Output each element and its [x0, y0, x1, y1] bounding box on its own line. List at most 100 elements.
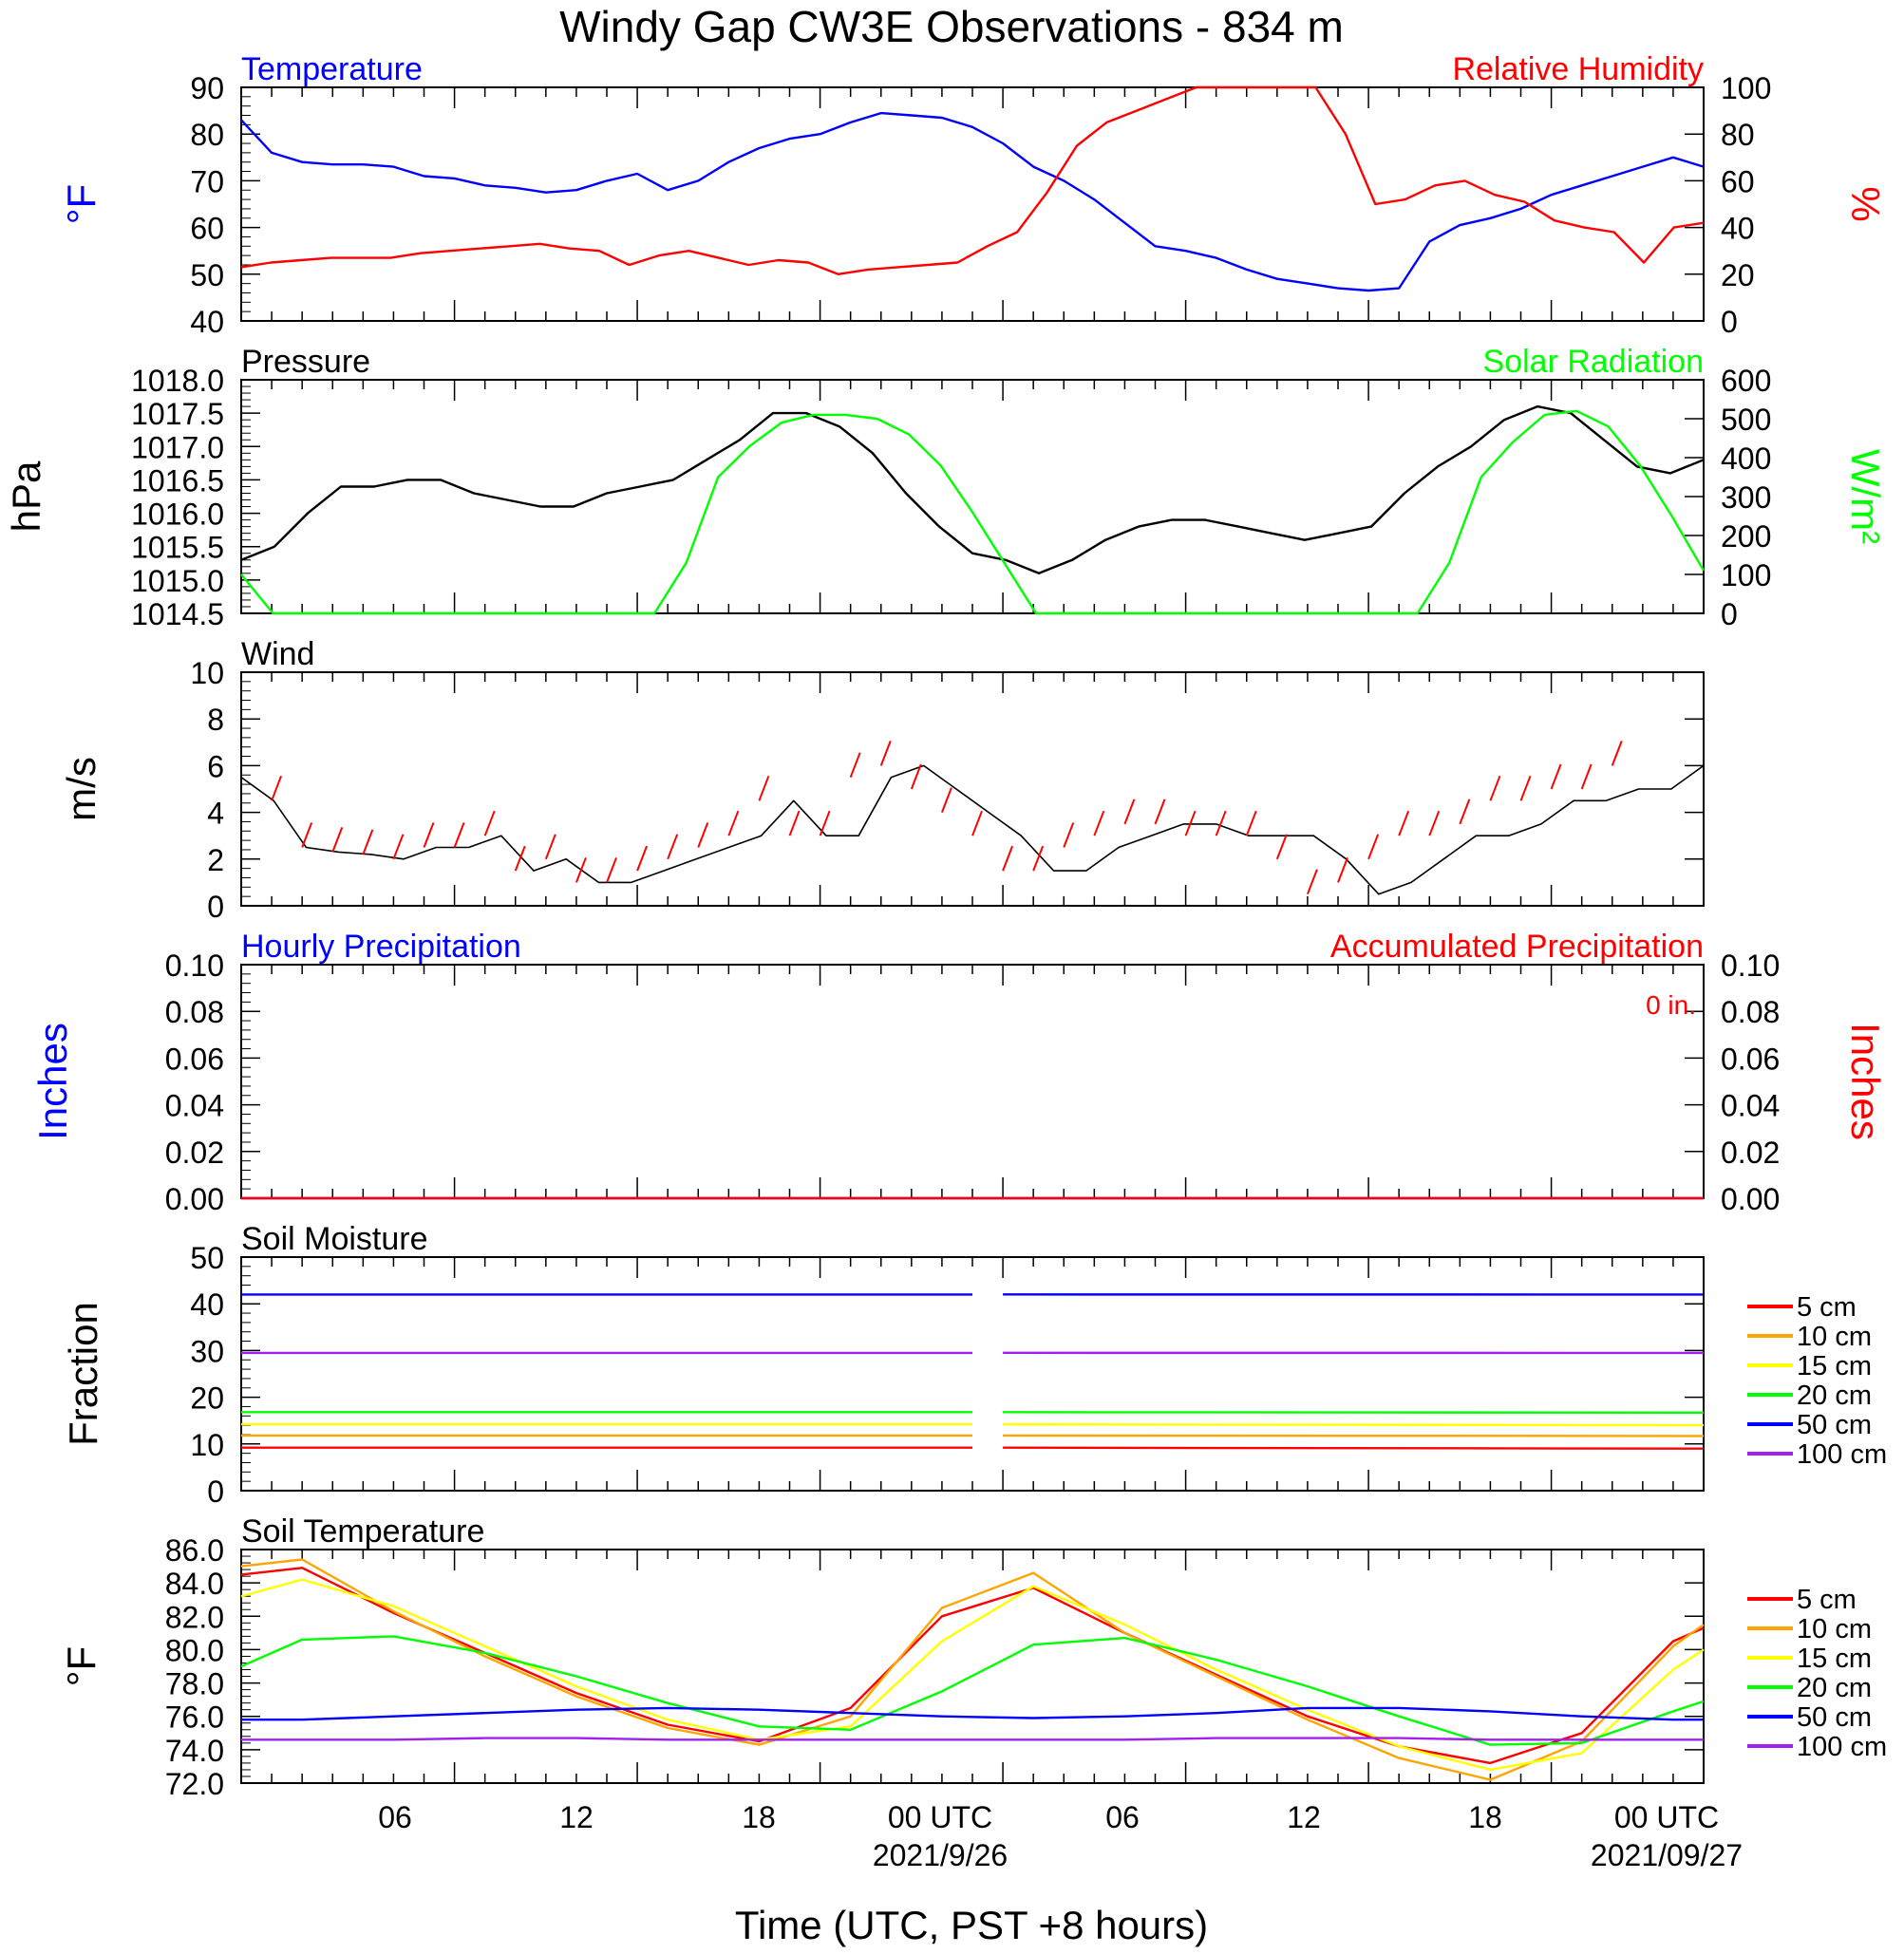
- plot-frame: [240, 671, 1705, 907]
- y-tick-label-left: 50: [190, 258, 224, 292]
- y-tick-label-right: 80: [1721, 118, 1755, 152]
- y-tick-label-right: 0.02: [1721, 1136, 1780, 1170]
- y-axis-label-left: °F: [59, 1646, 104, 1686]
- wind-barb: [271, 775, 283, 801]
- wind-barb: [879, 741, 892, 766]
- y-tick-label-left: 84.0: [165, 1567, 224, 1601]
- legend-label: 5 cm: [1797, 1585, 1857, 1615]
- series-line-pressure: [240, 404, 1705, 574]
- series-line-wind: [240, 764, 1705, 895]
- panel-title-left: Soil Moisture: [241, 1221, 428, 1257]
- panel-title-right: Solar Radiation: [1483, 344, 1704, 380]
- y-tick-label-left: 1016.5: [131, 463, 224, 498]
- y-tick-label-right: 0.06: [1721, 1042, 1780, 1076]
- y-tick-label-left: 10: [190, 656, 224, 690]
- panel-title-left: Pressure: [241, 344, 370, 380]
- wind-barb: [1093, 810, 1105, 836]
- plot-frame: [240, 1256, 1705, 1492]
- legend-label: 5 cm: [1797, 1292, 1857, 1323]
- y-tick-label-right: 0.00: [1721, 1182, 1780, 1216]
- wind-barb: [1002, 845, 1014, 872]
- y-tick-label-left: 1017.5: [131, 397, 224, 431]
- y-axis-label-left: m/s: [59, 757, 104, 821]
- panel-title-left: Hourly Precipitation: [241, 929, 521, 965]
- y-tick-label-left: 0.08: [165, 995, 224, 1029]
- y-tick-label-left: 50: [190, 1241, 224, 1275]
- plot-frame: [240, 379, 1705, 614]
- y-tick-label-left: 20: [190, 1381, 224, 1416]
- wind-barb: [1184, 810, 1197, 836]
- y-tick-label-left: 1017.0: [131, 430, 224, 464]
- y-tick-label-left: 0.06: [165, 1042, 224, 1076]
- plot-frame: [240, 1549, 1705, 1784]
- panel-title-right: Accumulated Precipitation: [1330, 929, 1704, 965]
- wind-barb: [483, 810, 496, 836]
- x-tick-label: 00 UTC: [1614, 1800, 1719, 1834]
- wind-barb: [1337, 857, 1348, 883]
- panel-title-left: Temperature: [241, 51, 423, 87]
- series-line-20-cm: [240, 1635, 1705, 1746]
- y-tick-label-left: 30: [190, 1334, 224, 1368]
- panel-title-left: Wind: [241, 636, 314, 672]
- wind-barb: [636, 845, 649, 872]
- y-tick-label-left: 0.10: [165, 949, 224, 983]
- x-tick-label: 18: [1468, 1800, 1502, 1834]
- y-tick-label-left: 8: [207, 703, 224, 737]
- wind-barb: [1550, 763, 1562, 790]
- y-tick-label-right: 0: [1721, 597, 1738, 631]
- y-tick-label-right: 0: [1721, 305, 1738, 339]
- wind-barb: [971, 810, 983, 836]
- legend-label: 50 cm: [1797, 1410, 1872, 1440]
- wind-barb: [788, 810, 801, 836]
- figure-title: Windy Gap CW3E Observations - 834 m: [559, 2, 1344, 51]
- wind-barb: [362, 829, 374, 855]
- wind-barb: [667, 834, 679, 860]
- wind-barb: [1245, 810, 1257, 836]
- y-tick-label-left: 86.0: [165, 1533, 224, 1568]
- panel-temp_rh: 40 50 60 70 80 90 0 20 40 60 80 100 Temperature Relat…: [59, 51, 1888, 339]
- y-tick-label-left: 0: [207, 890, 224, 924]
- y-tick-label-left: 0.02: [165, 1136, 224, 1170]
- y-tick-label-left: 1015.0: [131, 564, 224, 598]
- y-tick-label-left: 0.04: [165, 1089, 224, 1123]
- y-tick-label-left: 1016.0: [131, 498, 224, 532]
- y-axis-label-left: Inches: [30, 1023, 75, 1140]
- y-tick-label-left: 2: [207, 843, 224, 877]
- y-tick-label-right: 400: [1721, 442, 1771, 476]
- y-tick-label-right: 100: [1721, 71, 1771, 105]
- wind-barb: [1580, 763, 1593, 790]
- wind-barb: [849, 752, 861, 779]
- wind-barb: [1306, 869, 1318, 895]
- wind-barb: [697, 822, 709, 848]
- y-axis-label-left: °F: [59, 184, 104, 224]
- wind-barb: [606, 857, 617, 883]
- series-line-15-cm: [241, 1422, 1705, 1427]
- wind-barb: [423, 822, 435, 848]
- x-date-label: 2021/9/26: [873, 1838, 1008, 1872]
- panel-wind: 0 2 4 6 8 10 Wind m/s: [59, 636, 1705, 924]
- wind-barb: [1275, 834, 1288, 860]
- legend-label: 100 cm: [1797, 1732, 1887, 1762]
- y-tick-label-right: 300: [1721, 480, 1771, 515]
- x-tick-label: 00 UTC: [888, 1800, 992, 1834]
- y-tick-label-right: 20: [1721, 258, 1755, 292]
- y-axis-label-right: W/m²: [1843, 449, 1888, 544]
- wind-barb: [1519, 775, 1532, 801]
- series-line-10-cm: [240, 1558, 1705, 1781]
- y-tick-label-right: 500: [1721, 403, 1771, 437]
- legend-label: 15 cm: [1797, 1351, 1872, 1381]
- y-tick-label-right: 60: [1721, 164, 1755, 198]
- wind-barb: [1459, 799, 1471, 825]
- x-tick-label: 06: [378, 1800, 412, 1834]
- x-tick-label: 18: [742, 1800, 776, 1834]
- series-line-50-cm: [241, 1706, 1704, 1721]
- wind-barb: [1154, 799, 1166, 825]
- series-line-15-cm: [240, 1578, 1705, 1772]
- panel-soil_temp: 72.074.076.078.080.082.084.086.0 Soil Tem…: [59, 1513, 1887, 1801]
- x-tick-label: 12: [559, 1800, 594, 1834]
- wind-barb: [392, 834, 405, 860]
